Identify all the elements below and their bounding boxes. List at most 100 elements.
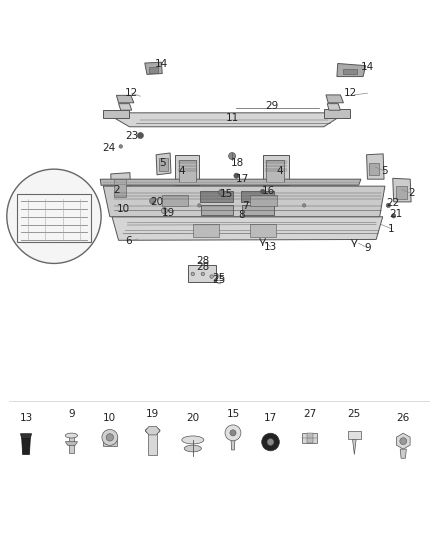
Text: 4: 4 <box>276 166 283 176</box>
Ellipse shape <box>184 445 201 452</box>
Polygon shape <box>21 434 32 439</box>
Polygon shape <box>231 433 235 450</box>
Text: 1: 1 <box>388 223 394 233</box>
Circle shape <box>386 203 391 207</box>
Text: 11: 11 <box>226 113 239 123</box>
Bar <box>193 224 219 237</box>
Polygon shape <box>106 113 346 127</box>
Polygon shape <box>103 186 385 217</box>
Circle shape <box>302 204 306 207</box>
Polygon shape <box>119 103 132 110</box>
Polygon shape <box>353 439 356 455</box>
Polygon shape <box>337 63 366 77</box>
Text: 14: 14 <box>361 62 374 72</box>
Circle shape <box>201 272 205 276</box>
Polygon shape <box>263 155 289 185</box>
Polygon shape <box>396 433 410 449</box>
FancyBboxPatch shape <box>242 205 274 215</box>
Polygon shape <box>145 426 160 435</box>
Text: 10: 10 <box>117 204 130 214</box>
Polygon shape <box>324 109 350 118</box>
Text: 23: 23 <box>125 131 138 141</box>
Text: 17: 17 <box>264 414 277 423</box>
Circle shape <box>229 152 236 159</box>
Polygon shape <box>112 217 383 240</box>
Bar <box>148 433 157 455</box>
Polygon shape <box>400 449 406 458</box>
Circle shape <box>400 438 406 445</box>
FancyBboxPatch shape <box>200 190 233 202</box>
Text: 21: 21 <box>389 209 403 219</box>
Circle shape <box>219 189 225 195</box>
Text: 22: 22 <box>386 198 399 208</box>
Circle shape <box>106 434 113 441</box>
FancyBboxPatch shape <box>201 205 233 215</box>
Bar <box>251 195 277 206</box>
Text: 15: 15 <box>226 409 240 418</box>
Bar <box>307 433 313 443</box>
Polygon shape <box>103 110 130 118</box>
Text: 2: 2 <box>408 188 414 198</box>
Circle shape <box>267 439 274 446</box>
Circle shape <box>210 275 213 278</box>
Text: 13: 13 <box>264 242 277 252</box>
Text: 17: 17 <box>236 174 249 184</box>
Polygon shape <box>22 439 30 455</box>
Ellipse shape <box>182 436 204 444</box>
Polygon shape <box>156 153 171 175</box>
Circle shape <box>191 272 194 276</box>
FancyBboxPatch shape <box>187 265 216 282</box>
Polygon shape <box>393 179 411 202</box>
Ellipse shape <box>65 433 78 438</box>
Text: 14: 14 <box>155 59 168 69</box>
Circle shape <box>230 430 236 436</box>
Circle shape <box>7 169 101 263</box>
Text: 24: 24 <box>102 143 116 153</box>
Bar <box>159 158 168 171</box>
Text: 28: 28 <box>196 256 209 266</box>
Text: 25: 25 <box>348 409 361 418</box>
Polygon shape <box>100 179 361 185</box>
Text: 16: 16 <box>262 187 276 196</box>
Text: 4: 4 <box>179 166 185 176</box>
Bar <box>369 163 379 175</box>
Circle shape <box>161 207 167 214</box>
FancyBboxPatch shape <box>348 431 361 439</box>
Text: 12: 12 <box>343 88 357 98</box>
Text: 25: 25 <box>212 273 226 283</box>
Text: 13: 13 <box>19 414 33 423</box>
Circle shape <box>261 189 265 193</box>
FancyBboxPatch shape <box>303 433 317 443</box>
Bar <box>250 224 276 237</box>
Text: 20: 20 <box>186 414 199 423</box>
Text: 20: 20 <box>150 197 163 207</box>
Polygon shape <box>145 62 162 75</box>
Text: 10: 10 <box>103 414 117 423</box>
Bar <box>69 437 74 453</box>
Text: 18: 18 <box>231 158 244 167</box>
Polygon shape <box>117 95 134 103</box>
Circle shape <box>119 144 123 148</box>
Bar <box>149 67 158 72</box>
Bar <box>114 179 127 197</box>
Polygon shape <box>65 442 78 446</box>
Polygon shape <box>326 95 343 103</box>
Text: 15: 15 <box>219 189 233 199</box>
Circle shape <box>234 173 239 179</box>
Circle shape <box>198 204 201 207</box>
Bar <box>162 195 188 206</box>
Text: 25: 25 <box>212 276 226 286</box>
Text: 28: 28 <box>196 262 209 272</box>
Text: 19: 19 <box>146 409 159 418</box>
Text: 29: 29 <box>265 101 278 111</box>
Polygon shape <box>175 155 199 185</box>
Text: 12: 12 <box>125 88 138 98</box>
Circle shape <box>102 430 118 446</box>
Text: 9: 9 <box>68 409 75 418</box>
Text: 26: 26 <box>397 414 410 423</box>
Circle shape <box>138 133 144 139</box>
Text: 9: 9 <box>364 243 371 253</box>
Polygon shape <box>367 154 384 179</box>
FancyBboxPatch shape <box>241 190 274 202</box>
Bar <box>396 185 407 199</box>
